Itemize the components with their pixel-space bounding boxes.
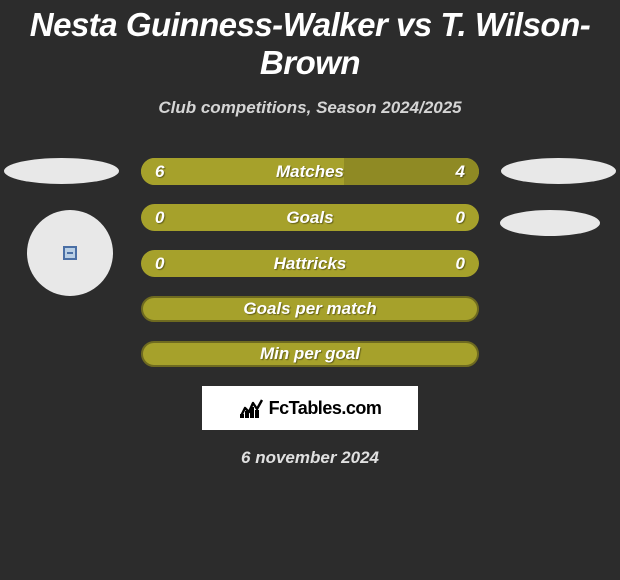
date-label: 6 november 2024 [0,448,620,468]
subtitle: Club competitions, Season 2024/2025 [0,98,620,118]
stat-right-value: 4 [456,162,465,182]
club-badge-circle [27,210,113,296]
stat-right-value: 0 [456,254,465,274]
stat-right-value: 0 [456,208,465,228]
stat-label: Hattricks [141,254,479,274]
stat-bar: Min per goal [141,341,479,367]
stat-label: Min per goal [143,344,477,364]
stat-bar: 6Matches4 [141,158,479,185]
stat-label: Goals [141,208,479,228]
stat-label: Matches [141,162,479,182]
page-title: Nesta Guinness-Walker vs T. Wilson-Brown [0,0,620,82]
fctables-icon [239,398,265,418]
attribution-text: FcTables.com [269,398,382,419]
stat-bars: 6Matches40Goals00Hattricks0Goals per mat… [141,158,479,367]
stat-bar: 0Hattricks0 [141,250,479,277]
stat-bar: Goals per match [141,296,479,322]
attribution-box: FcTables.com [202,386,418,430]
club-badge-inner [67,252,73,254]
stat-bar: 0Goals0 [141,204,479,231]
club-badge-icon [63,246,77,260]
player-right-avatar-shadow [501,158,616,184]
stat-label: Goals per match [143,299,477,319]
player-left-avatar-shadow [4,158,119,184]
content-area: 6Matches40Goals00Hattricks0Goals per mat… [0,158,620,468]
player-right-avatar-shadow-2 [500,210,600,236]
